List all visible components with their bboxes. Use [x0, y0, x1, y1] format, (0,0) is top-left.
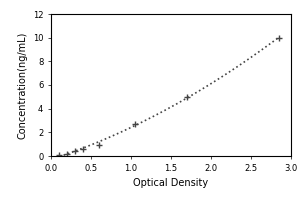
Y-axis label: Concentration(ng/mL): Concentration(ng/mL): [17, 31, 27, 139]
X-axis label: Optical Density: Optical Density: [134, 178, 208, 188]
